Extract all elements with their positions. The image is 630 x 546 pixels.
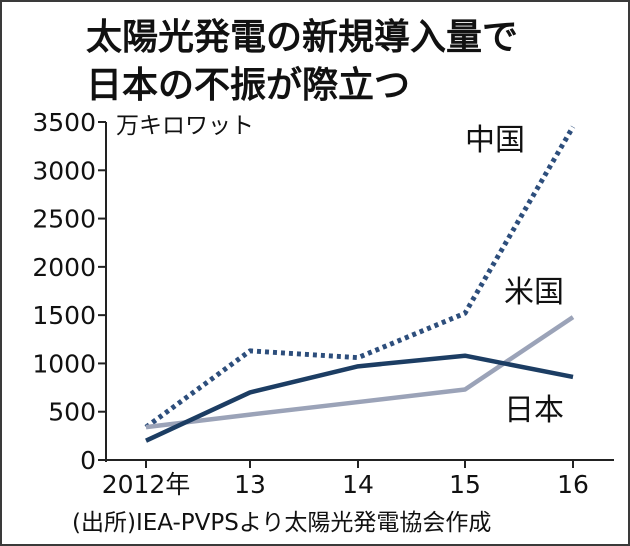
series-line-japan (145, 353, 574, 443)
series-label-us: 米国 (504, 275, 564, 310)
series-label-japan: 日本 (504, 393, 564, 428)
x-tick-label: 14 (342, 470, 374, 499)
y-tick-label: 3500 (32, 108, 96, 137)
y-tick-label: 3000 (32, 156, 96, 185)
y-tick-label: 2500 (32, 205, 96, 234)
y-tick-label: 1500 (32, 301, 96, 330)
chart-title-line-2: 日本の不振が際立つ (86, 65, 411, 106)
series-line-us (145, 315, 575, 430)
source-note: (出所)IEA-PVPSより太陽光発電協会作成 (72, 510, 492, 536)
x-tick-label: 2012年 (102, 470, 191, 499)
x-tick-label: 15 (449, 470, 481, 499)
y-tick-label: 500 (48, 398, 96, 427)
chart-title-line-1: 太陽光発電の新規導入量で (86, 17, 519, 58)
chart-title: 太陽光発電の新規導入量で 日本の不振が際立つ (86, 14, 606, 110)
y-tick-label: 1000 (32, 349, 96, 378)
series-line-china (144, 125, 576, 430)
y-tick-label: 0 (80, 446, 96, 475)
x-tick-label: 16 (557, 470, 589, 499)
y-unit-label: 万キロワット (116, 113, 254, 139)
y-tick-label: 2000 (32, 253, 96, 282)
x-tick-label: 13 (234, 470, 266, 499)
series-label-china: 中国 (465, 123, 525, 158)
